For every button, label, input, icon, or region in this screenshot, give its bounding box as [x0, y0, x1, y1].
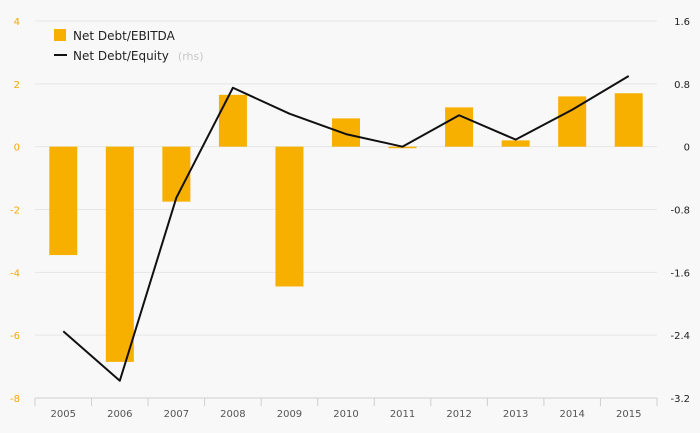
right-tick-label: 0.8	[674, 80, 690, 91]
bar	[501, 140, 530, 147]
bar	[275, 146, 304, 287]
x-tick-label: 2012	[446, 409, 471, 420]
line-series	[62, 75, 630, 382]
left-tick-label: 4	[14, 17, 20, 28]
left-tick-label: -4	[10, 268, 20, 279]
right-tick-label: -1.6	[670, 268, 690, 279]
bar	[162, 146, 191, 202]
x-axis: 2005 2006 2007 2008 2009 2010 2011 2012 2013 2014…	[34, 397, 658, 420]
bar	[614, 93, 643, 147]
left-tick-label: 0	[14, 143, 20, 154]
left-tick-label: -8	[10, 394, 20, 405]
legend-line-suffix: (rhs)	[178, 50, 204, 63]
x-tick-label: 2011	[390, 409, 415, 420]
legend-bar-swatch	[54, 29, 66, 41]
bar-series	[49, 93, 643, 362]
legend-bar-label: Net Debt/EBITDA	[73, 29, 176, 43]
right-axis-ticks: 1.6 0.8 0 -0.8 -1.6 -2.4 -3.2	[670, 17, 690, 405]
left-tick-label: 2	[14, 80, 20, 91]
bar	[445, 107, 474, 147]
right-tick-label: -3.2	[670, 394, 690, 405]
right-tick-label: -0.8	[670, 206, 690, 217]
x-tick-label: 2008	[220, 409, 245, 420]
right-tick-label: 1.6	[674, 17, 690, 28]
x-tick-label: 2015	[616, 409, 641, 420]
x-tick-label: 2013	[503, 409, 528, 420]
bar	[49, 146, 78, 256]
left-axis-ticks: 4 2 0 -2 -4 -6 -8	[10, 17, 20, 405]
x-tick-label: 2005	[51, 409, 76, 420]
legend-line-name: Net Debt/Equity	[73, 49, 169, 63]
legend-line-label: Net Debt/Equity (rhs)	[73, 45, 204, 64]
bar	[218, 94, 247, 147]
left-tick-label: -2	[10, 206, 20, 217]
x-tick-label: 2007	[164, 409, 189, 420]
left-tick-label: -6	[10, 331, 20, 342]
legend: Net Debt/EBITDA Net Debt/Equity (rhs)	[54, 29, 204, 64]
bar	[105, 146, 134, 362]
right-tick-label: -2.4	[670, 331, 690, 342]
x-tick-label: 2014	[559, 409, 584, 420]
right-tick-label: 0	[684, 143, 690, 154]
x-tick-label: 2006	[107, 409, 132, 420]
x-tick-label: 2010	[333, 409, 358, 420]
x-tick-label: 2009	[277, 409, 302, 420]
series-line	[62, 75, 630, 382]
bar	[332, 118, 360, 147]
